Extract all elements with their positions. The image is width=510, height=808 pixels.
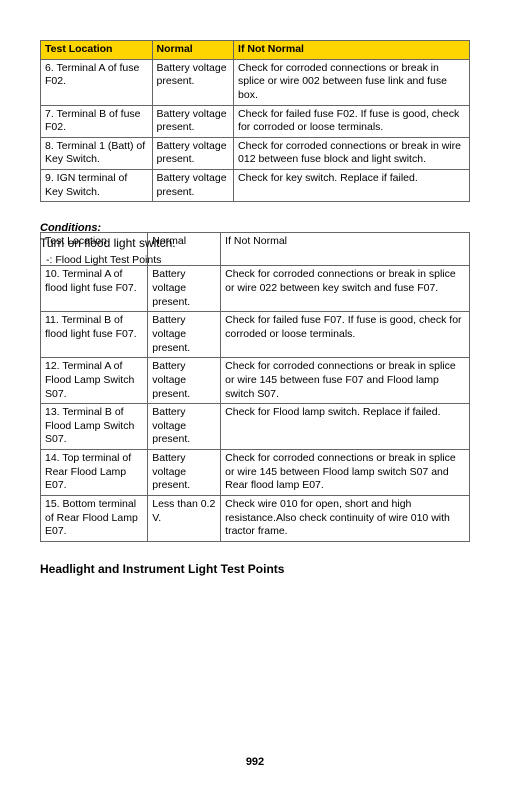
cell: Check for corroded connections or break … — [221, 358, 470, 404]
table-row: 12. Terminal A of Flood Lamp Switch S07.… — [41, 358, 470, 404]
cell: 15. Bottom terminal of Rear Flood Lamp E… — [41, 496, 148, 542]
table-row: 13. Terminal B of Flood Lamp Switch S07.… — [41, 404, 470, 450]
test-table-1: Test Location Normal If Not Normal 6. Te… — [40, 40, 470, 202]
cell: Check for corroded connections or break … — [234, 137, 470, 169]
section-heading: Headlight and Instrument Light Test Poin… — [40, 562, 470, 576]
cell: Check for corroded connections or break … — [221, 450, 470, 496]
col-header: Test Location — [41, 41, 153, 60]
table-row: 15. Bottom terminal of Rear Flood Lamp E… — [41, 496, 470, 542]
cell: Battery voltage present. — [148, 312, 221, 358]
cell: 8. Terminal 1 (Batt) of Key Switch. — [41, 137, 153, 169]
table-row: 10. Terminal A of flood light fuse F07. … — [41, 266, 470, 312]
table-row: 7. Terminal B of fuse F02. Battery volta… — [41, 105, 470, 137]
table-row: 8. Terminal 1 (Batt) of Key Switch. Batt… — [41, 137, 470, 169]
cell: Less than 0.2 V. — [148, 496, 221, 542]
cell: Check for Flood lamp switch. Replace if … — [221, 404, 470, 450]
cell: Check for failed fuse F07. If fuse is go… — [221, 312, 470, 358]
cell: Battery voltage present. — [152, 137, 234, 169]
cell: Check for corroded connections or break … — [221, 266, 470, 312]
table-row: 6. Terminal A of fuse F02. Battery volta… — [41, 59, 470, 105]
cell: Battery voltage present. — [148, 266, 221, 312]
table-header-row: Test Location Normal If Not Normal — [41, 41, 470, 60]
cell: Check for failed fuse F02. If fuse is go… — [234, 105, 470, 137]
col-header: If Not Normal — [234, 41, 470, 60]
cell: Check wire 010 for open, short and high … — [221, 496, 470, 542]
cell: 12. Terminal A of Flood Lamp Switch S07. — [41, 358, 148, 404]
col-header: If Not Normal — [221, 233, 470, 266]
cell: 10. Terminal A of flood light fuse F07. — [41, 266, 148, 312]
cell: Battery voltage present. — [152, 105, 234, 137]
cell: Battery voltage present. — [152, 170, 234, 202]
table-row: 14. Top terminal of Rear Flood Lamp E07.… — [41, 450, 470, 496]
cell: Check for key switch. Replace if failed. — [234, 170, 470, 202]
cell: Battery voltage present. — [148, 358, 221, 404]
cell: Battery voltage present. — [148, 450, 221, 496]
cell: Battery voltage present. — [148, 404, 221, 450]
cell: 14. Top terminal of Rear Flood Lamp E07. — [41, 450, 148, 496]
cell: 7. Terminal B of fuse F02. — [41, 105, 153, 137]
test-table-2-main: Test Location Normal If Not Normal 10. T… — [40, 232, 470, 542]
cell: 6. Terminal A of fuse F02. — [41, 59, 153, 105]
cell: Battery voltage present. — [152, 59, 234, 105]
cell: 13. Terminal B of Flood Lamp Switch S07. — [41, 404, 148, 450]
cell: 9. IGN terminal of Key Switch. — [41, 170, 153, 202]
table-row: 9. IGN terminal of Key Switch. Battery v… — [41, 170, 470, 202]
cell: Check for corroded connections or break … — [234, 59, 470, 105]
page-number: 992 — [40, 756, 470, 768]
cell: 11. Terminal B of flood light fuse F07. — [41, 312, 148, 358]
col-header: Normal — [152, 41, 234, 60]
table-row: 11. Terminal B of flood light fuse F07. … — [41, 312, 470, 358]
